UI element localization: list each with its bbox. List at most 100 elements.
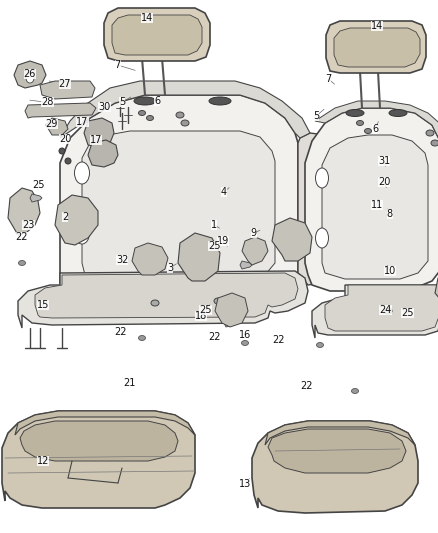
Polygon shape	[40, 81, 95, 99]
Ellipse shape	[65, 158, 71, 164]
Text: 28: 28	[41, 98, 53, 107]
Ellipse shape	[315, 168, 328, 188]
Polygon shape	[240, 261, 251, 269]
Ellipse shape	[351, 389, 358, 393]
Ellipse shape	[138, 335, 145, 341]
Polygon shape	[297, 133, 329, 285]
Text: 1: 1	[211, 220, 217, 230]
Text: 9: 9	[250, 229, 256, 238]
Ellipse shape	[345, 109, 363, 117]
Ellipse shape	[26, 73, 34, 83]
Text: 3: 3	[167, 263, 173, 272]
Polygon shape	[265, 421, 414, 445]
Text: 4: 4	[220, 187, 226, 197]
Text: 22: 22	[16, 232, 28, 242]
Polygon shape	[14, 61, 46, 88]
Polygon shape	[20, 421, 177, 461]
Ellipse shape	[151, 300, 159, 306]
Ellipse shape	[208, 97, 230, 105]
Polygon shape	[251, 421, 417, 513]
Polygon shape	[324, 285, 438, 331]
Text: 25: 25	[199, 305, 211, 315]
Text: 27: 27	[59, 79, 71, 89]
Polygon shape	[304, 108, 438, 291]
Polygon shape	[82, 131, 274, 281]
Text: 22: 22	[114, 327, 127, 336]
Polygon shape	[15, 411, 194, 435]
Ellipse shape	[430, 140, 438, 146]
Polygon shape	[434, 273, 438, 311]
Polygon shape	[333, 28, 419, 67]
Text: 20: 20	[59, 134, 71, 143]
Polygon shape	[60, 95, 297, 295]
Polygon shape	[30, 194, 42, 202]
Polygon shape	[311, 285, 438, 338]
Polygon shape	[112, 15, 201, 55]
Text: 32: 32	[116, 255, 128, 265]
Ellipse shape	[138, 110, 145, 116]
Text: 12: 12	[37, 456, 49, 466]
Polygon shape	[60, 81, 309, 138]
Text: 22: 22	[272, 335, 284, 345]
Polygon shape	[25, 103, 96, 118]
Text: 7: 7	[114, 60, 120, 70]
Ellipse shape	[74, 222, 89, 244]
Text: 15: 15	[37, 300, 49, 310]
Polygon shape	[321, 135, 427, 279]
Text: 31: 31	[377, 156, 389, 166]
Ellipse shape	[146, 116, 153, 120]
Polygon shape	[241, 237, 267, 265]
Text: 22: 22	[300, 382, 312, 391]
Polygon shape	[223, 319, 236, 327]
Ellipse shape	[356, 120, 363, 125]
Ellipse shape	[364, 128, 371, 133]
Ellipse shape	[315, 228, 328, 248]
Polygon shape	[84, 118, 114, 147]
Ellipse shape	[388, 109, 406, 117]
Polygon shape	[325, 21, 425, 73]
Text: 5: 5	[119, 98, 125, 107]
Ellipse shape	[180, 120, 189, 126]
Text: 11: 11	[370, 200, 382, 210]
Text: 26: 26	[24, 69, 36, 78]
Text: 17: 17	[89, 135, 102, 144]
Text: 21: 21	[123, 378, 135, 387]
Text: 25: 25	[400, 309, 413, 318]
Polygon shape	[8, 188, 40, 235]
Text: 19: 19	[216, 236, 229, 246]
Polygon shape	[272, 218, 311, 261]
Polygon shape	[88, 140, 118, 167]
Text: 17: 17	[76, 117, 88, 126]
Text: 20: 20	[377, 177, 389, 187]
Text: 16: 16	[238, 330, 251, 340]
Text: 22: 22	[208, 332, 220, 342]
Ellipse shape	[425, 130, 433, 136]
Text: 25: 25	[208, 241, 220, 251]
Ellipse shape	[241, 341, 248, 345]
Polygon shape	[55, 195, 98, 245]
Ellipse shape	[59, 148, 65, 154]
Text: 6: 6	[371, 124, 378, 134]
Polygon shape	[177, 233, 219, 281]
Text: 7: 7	[325, 74, 331, 84]
Polygon shape	[314, 101, 438, 148]
Text: 2: 2	[62, 213, 68, 222]
Ellipse shape	[74, 162, 89, 184]
Polygon shape	[104, 8, 209, 61]
Ellipse shape	[316, 343, 323, 348]
Polygon shape	[215, 293, 247, 327]
Polygon shape	[132, 243, 168, 275]
Polygon shape	[18, 271, 307, 328]
Polygon shape	[46, 118, 68, 135]
Ellipse shape	[213, 298, 222, 304]
Polygon shape	[267, 429, 405, 473]
Ellipse shape	[18, 261, 25, 265]
Text: 13: 13	[238, 479, 251, 489]
Text: 10: 10	[383, 266, 395, 276]
Text: 14: 14	[141, 13, 153, 23]
Text: 8: 8	[386, 209, 392, 219]
Text: 29: 29	[46, 119, 58, 128]
Text: 25: 25	[32, 181, 45, 190]
Polygon shape	[2, 411, 194, 508]
Text: 6: 6	[154, 96, 160, 106]
